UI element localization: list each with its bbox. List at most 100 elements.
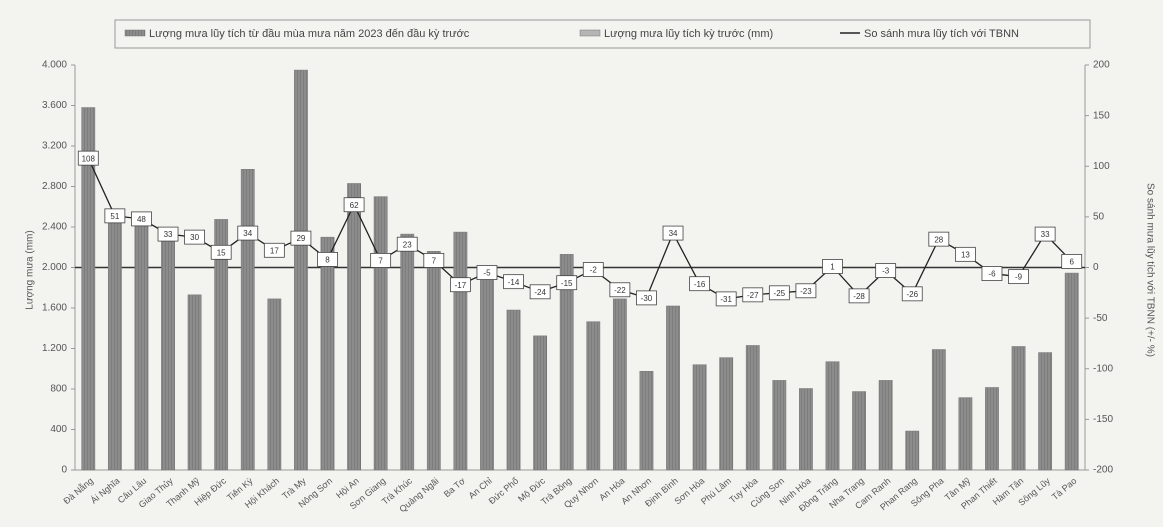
data-label-box: [928, 231, 950, 247]
data-label-box: [636, 290, 657, 306]
data-label: 33: [1041, 230, 1050, 239]
bar: [480, 275, 494, 471]
data-label: -3: [882, 267, 890, 276]
data-label: 51: [110, 212, 119, 221]
data-label: -17: [455, 281, 467, 290]
bar: [985, 387, 999, 471]
data-label-box: [689, 276, 711, 292]
data-label-box: [981, 266, 1003, 281]
data-label: 34: [243, 229, 252, 238]
data-label-box: [768, 285, 790, 301]
bar: [373, 196, 388, 471]
data-label-box: [848, 288, 870, 304]
data-label: -24: [534, 288, 546, 297]
data-label-box: [343, 197, 365, 213]
data-label-box: [582, 262, 604, 277]
data-label: 1: [830, 263, 835, 272]
y-tick-label: 4.000: [42, 60, 67, 71]
data-label-box: [503, 274, 524, 290]
y2-axis-label: So sánh mưa lũy tích với TBNN (+/- %): [1144, 183, 1155, 357]
data-label-box: [237, 225, 259, 241]
bar: [905, 430, 920, 471]
y2-tick-label: -50: [1093, 313, 1108, 324]
data-label: -23: [800, 287, 812, 296]
data-label-box: [131, 211, 152, 227]
data-label-box: [184, 229, 206, 245]
bar: [81, 107, 96, 471]
data-label: -2: [590, 266, 598, 275]
data-label: 30: [190, 233, 199, 242]
bar: [400, 233, 415, 471]
bar: [426, 251, 441, 471]
legend-swatch: [579, 29, 601, 37]
bar: [586, 321, 601, 471]
bar: [347, 183, 361, 471]
legend-swatch: [124, 29, 146, 37]
y2-tick-label: 50: [1093, 212, 1105, 223]
data-label: 17: [270, 246, 279, 255]
data-label-box: [662, 225, 684, 241]
data-label-box: [290, 230, 312, 246]
data-label: 29: [296, 234, 305, 243]
bar: [612, 298, 627, 471]
data-label: 7: [432, 257, 437, 266]
data-label: -5: [483, 269, 491, 278]
data-label: 28: [934, 235, 943, 244]
data-label-box: [715, 291, 737, 307]
bar: [294, 69, 308, 471]
x-tick-label: Đà Nẵng: [61, 476, 95, 506]
data-label: -31: [720, 295, 732, 304]
data-label-box: [396, 236, 418, 252]
y2-tick-label: 200: [1093, 60, 1110, 71]
y-tick-label: 2.800: [42, 181, 67, 192]
bar: [692, 364, 707, 471]
bar: [958, 397, 973, 471]
bar: [559, 254, 574, 471]
x-tick-label: Ba Tơ: [442, 476, 467, 500]
bar: [931, 349, 946, 471]
data-label-box: [875, 263, 897, 278]
data-label-box: [901, 286, 923, 302]
y2-tick-label: 0: [1093, 262, 1099, 273]
data-label-box: [1008, 269, 1029, 285]
y2-tick-label: 100: [1093, 161, 1110, 172]
data-label: 34: [669, 229, 678, 238]
data-label: -25: [774, 289, 786, 298]
data-label-box: [104, 208, 126, 224]
data-label-box: [476, 265, 498, 280]
bar: [878, 380, 893, 471]
legend-label: So sánh mưa lũy tích với TBNN: [864, 28, 1019, 40]
data-label-box: [609, 282, 631, 298]
bar: [506, 309, 521, 471]
y2-tick-label: -150: [1093, 414, 1113, 425]
data-label: -9: [1015, 273, 1023, 282]
data-label-box: [954, 246, 976, 262]
y-tick-label: 3.200: [42, 141, 67, 152]
data-label: 23: [403, 240, 412, 249]
y2-tick-label: -200: [1093, 465, 1113, 476]
data-label-box: [263, 242, 285, 258]
y-tick-label: 1.200: [42, 343, 67, 354]
bar: [1011, 346, 1026, 471]
bar: [214, 219, 229, 471]
legend-label: Lượng mưa lũy tích kỳ trước (mm): [604, 28, 773, 40]
x-tick-label: Ái Nghĩa: [89, 476, 122, 506]
bar: [267, 298, 282, 471]
y-tick-label: 0: [61, 465, 67, 476]
line: [87, 157, 1073, 300]
bar: [745, 345, 760, 471]
data-label: -26: [906, 290, 918, 299]
data-label: -30: [641, 294, 653, 303]
data-label-box: [529, 284, 551, 300]
x-tick-label: Phú Lâm: [699, 476, 733, 507]
data-label-box: [157, 226, 179, 242]
bar: [825, 361, 840, 471]
bar: [187, 294, 202, 471]
data-label: 8: [325, 256, 330, 265]
legend-label: Lượng mưa lũy tích từ đầu mùa mưa năm 20…: [149, 28, 470, 40]
y2-tick-label: 150: [1093, 110, 1110, 121]
data-label: 48: [137, 215, 146, 224]
y-tick-label: 3.600: [42, 100, 67, 111]
x-tick-label: Đức Phổ: [487, 476, 521, 507]
